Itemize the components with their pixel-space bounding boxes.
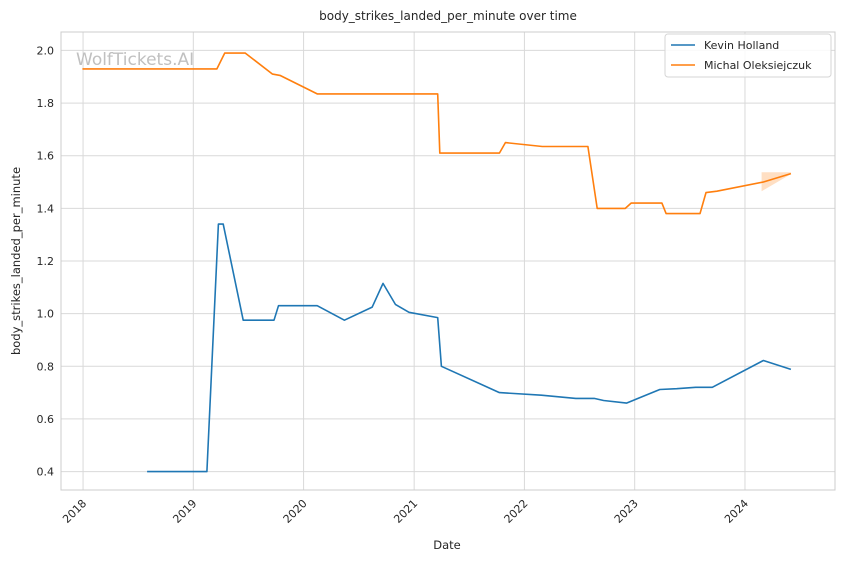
y-tick-label: 1.4 [37, 202, 55, 215]
y-tick-label: 1.8 [37, 97, 55, 110]
x-tick-label: 2023 [612, 497, 641, 526]
x-tick-label: 2020 [281, 497, 310, 526]
y-axis-label: body_strikes_landed_per_minute [9, 167, 23, 355]
x-tick-label: 2018 [60, 497, 89, 526]
x-tick-label: 2024 [722, 497, 751, 526]
watermark: WolfTickets.AI [76, 50, 194, 70]
series-line-1 [82, 52, 792, 215]
legend-label-kevin-holland: Kevin Holland [704, 39, 779, 52]
x-axis-ticks: 2018 2019 2020 2021 2022 2023 2024 [60, 497, 751, 526]
chart-title: body_strikes_landed_per_minute over time [319, 9, 577, 23]
y-tick-label: 1.6 [37, 150, 55, 163]
x-tick-label: 2019 [170, 497, 199, 526]
y-tick-label: 1.2 [37, 255, 55, 268]
confidence-band-1 [761, 172, 791, 192]
y-tick-label: 2.0 [37, 44, 55, 57]
y-axis-ticks: 0.4 0.6 0.8 1.0 1.2 1.4 1.6 1.8 2.0 [37, 44, 55, 478]
x-tick-label: 2022 [502, 497, 531, 526]
y-tick-label: 0.4 [37, 466, 55, 479]
x-tick-label: 2021 [391, 497, 420, 526]
y-tick-label: 0.8 [37, 360, 55, 373]
x-axis-label: Date [433, 538, 461, 552]
series-line-0 [147, 223, 792, 473]
legend-box [664, 33, 832, 78]
legend-label-michal-oleksiejczuk: Michal Oleksiejczuk [704, 59, 812, 72]
plot-frame [60, 31, 836, 491]
y-tick-label: 1.0 [37, 308, 55, 321]
confidence-bands [761, 172, 791, 192]
y-tick-label: 0.6 [37, 413, 55, 426]
legend: Kevin Holland Michal Oleksiejczuk [664, 33, 832, 78]
series-lines [82, 52, 792, 473]
